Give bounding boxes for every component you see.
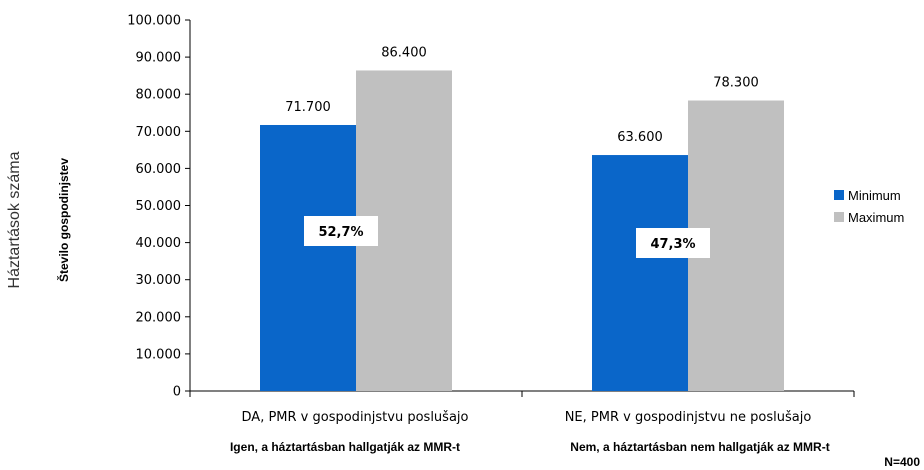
y-tick-label: 10.000 bbox=[136, 347, 182, 362]
y-tick-label: 50.000 bbox=[136, 199, 182, 214]
sample-size-note: N=400 bbox=[884, 455, 920, 469]
share-label: 47,3% bbox=[650, 237, 695, 252]
y-tick-label: 80.000 bbox=[136, 88, 182, 103]
group-label-nem: Nem, a háztartásban nem hallgatják az MM… bbox=[570, 440, 830, 454]
y-tick-label: 90.000 bbox=[136, 51, 182, 66]
y-axis-subtitle-wrap: Število gospodinjstev bbox=[54, 0, 74, 470]
y-tick-label: 100.000 bbox=[127, 14, 181, 29]
bar-value-label: 63.600 bbox=[617, 130, 663, 145]
legend-label-maximum: Maximum bbox=[848, 209, 905, 225]
legend-swatch-maximum bbox=[834, 212, 844, 222]
share-label-box bbox=[304, 216, 378, 246]
category-label-da: DA, PMR v gospodinjstvu poslušajo bbox=[241, 410, 469, 425]
legend-item-maximum: Maximum bbox=[834, 206, 904, 228]
category-label-ne: NE, PMR v gospodinjstvu ne poslušajo bbox=[564, 410, 812, 425]
bar-value-label: 78.300 bbox=[713, 76, 759, 91]
legend-label-minimum: Minimum bbox=[848, 187, 901, 203]
bar-value-label: 86.400 bbox=[381, 45, 427, 60]
y-tick-label: 30.000 bbox=[136, 273, 182, 288]
share-label-box bbox=[636, 228, 710, 258]
legend-item-minimum: Minimum bbox=[834, 184, 904, 206]
y-tick-label: 0 bbox=[173, 385, 181, 400]
legend-swatch-minimum bbox=[834, 190, 844, 200]
share-label: 52,7% bbox=[318, 225, 363, 240]
data-labels: 71.700 86.400 52,7% 63.600 78.300 47,3% bbox=[285, 45, 759, 258]
y-tick-label: 70.000 bbox=[136, 125, 182, 140]
y-axis: 0 10.000 20.000 30.000 40.000 50.000 60.000 70.… bbox=[127, 14, 855, 400]
y-tick-label: 20.000 bbox=[136, 310, 182, 325]
legend: Minimum Maximum bbox=[834, 184, 904, 228]
bar-minimum-0 bbox=[260, 124, 356, 392]
y-axis-subtitle: Število gospodinjstev bbox=[57, 157, 71, 283]
y-axis-title: Háztartások száma bbox=[6, 151, 23, 289]
group-label-igen: Igen, a háztartásban hallgatják az MMR-t bbox=[229, 440, 461, 454]
y-tick-label: 40.000 bbox=[136, 236, 182, 251]
y-tick-label: 60.000 bbox=[136, 162, 182, 177]
y-axis-title-wrap: Háztartások száma bbox=[4, 0, 26, 470]
bar-value-label: 71.700 bbox=[285, 100, 331, 115]
bar-minimum-1 bbox=[592, 155, 688, 391]
